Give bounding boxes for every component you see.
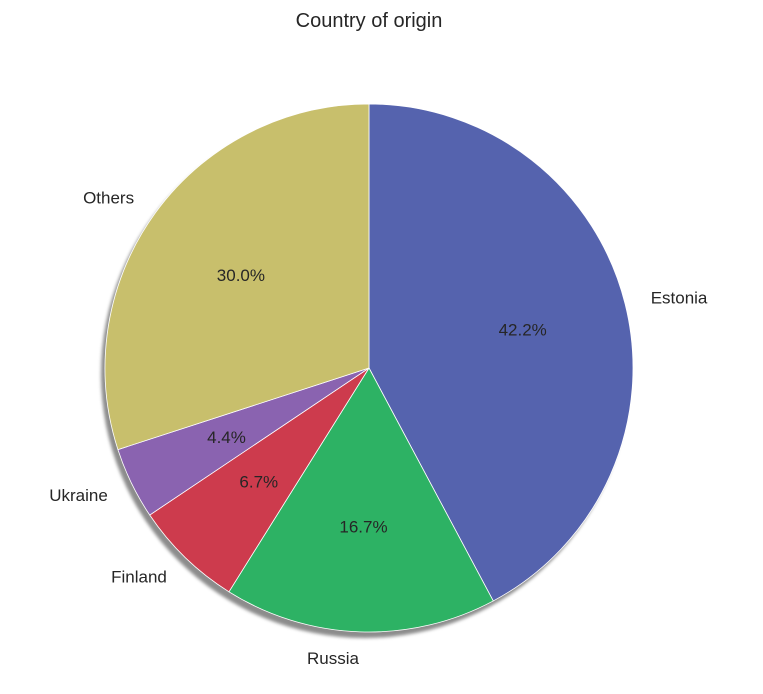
chart-title: Country of origin [296, 10, 443, 32]
pie-pct-label-russia: 16.7% [339, 517, 387, 536]
pie-label-estonia: Estonia [651, 289, 708, 308]
pie-slice-russia [228, 367, 494, 633]
pie-label-russia: Russia [307, 649, 360, 668]
pie-slice-estonia [368, 103, 634, 602]
pie-label-finland: Finland [111, 568, 167, 587]
pie-slice-others [104, 103, 370, 450]
pie-label-others: Others [83, 188, 134, 207]
pie-label-ukraine: Ukraine [49, 486, 108, 505]
pie-slice-finland [149, 367, 370, 593]
pie-slices [104, 103, 634, 633]
pie-pct-label-others: 30.0% [217, 266, 265, 285]
pie-pct-label-ukraine: 4.4% [207, 428, 246, 447]
pie-labels: Estonia 42.2% Russia 16.7% Finland 6.7% Ukrain… [49, 188, 708, 668]
pie-pct-label-estonia: 42.2% [499, 321, 547, 340]
pie-pct-label-finland: 6.7% [239, 473, 278, 492]
